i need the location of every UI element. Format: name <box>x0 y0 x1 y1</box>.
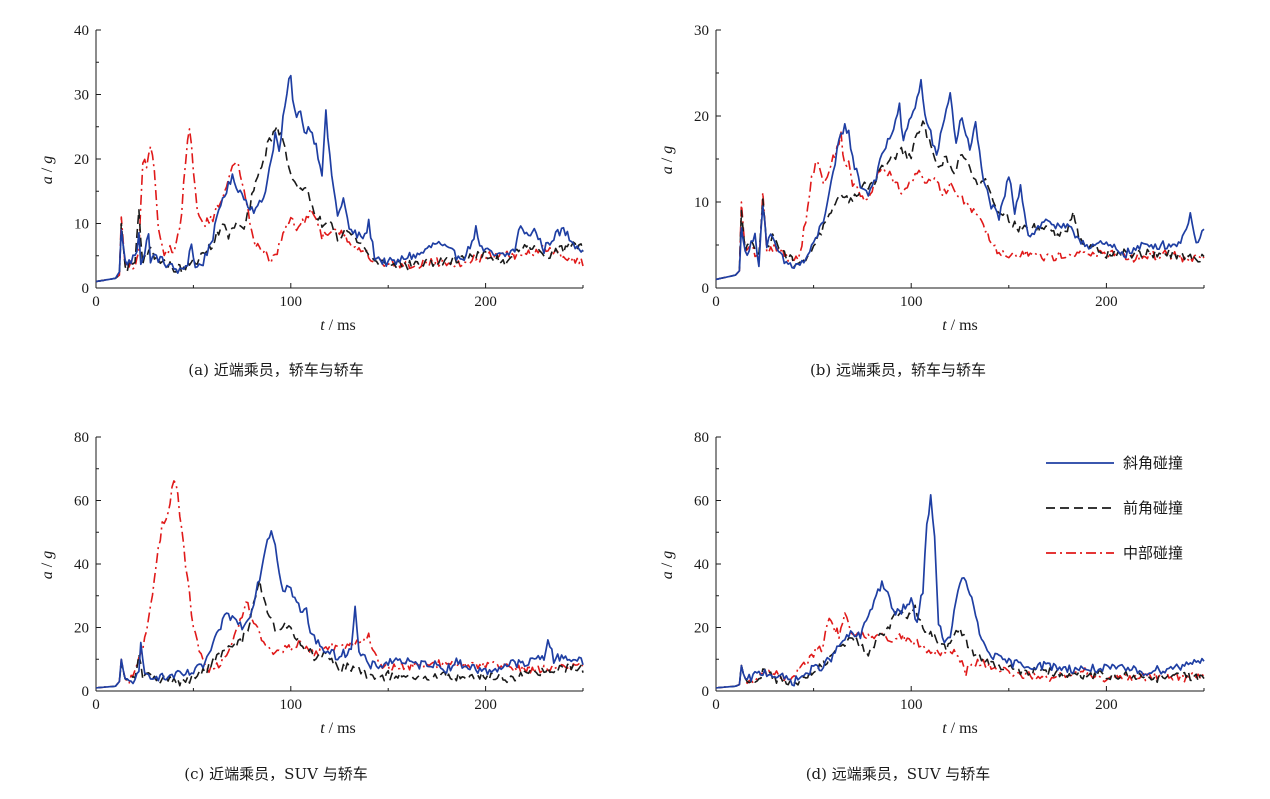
y-axis-label-var2: g <box>39 156 56 164</box>
x-tick-label: 0 <box>712 697 720 713</box>
y-axis-label: a / g <box>39 156 56 184</box>
y-tick-label: 20 <box>74 152 89 168</box>
x-tick-label: 200 <box>1095 697 1118 713</box>
x-axis-label: t / ms <box>942 720 978 737</box>
series-line <box>715 78 1205 281</box>
x-tick-label: 100 <box>900 294 923 310</box>
y-axis-label-sep: / <box>39 164 56 176</box>
panel-caption: (a) 近端乘员，轿车与轿车 <box>188 361 363 379</box>
y-axis-label-var2: g <box>659 551 676 559</box>
series-line <box>715 604 1205 689</box>
y-tick-label: 40 <box>694 557 709 573</box>
y-axis-label: a / g <box>39 551 56 579</box>
x-axis-label: t / ms <box>320 720 356 737</box>
panel-caption: (c) 近端乘员，SUV 与轿车 <box>184 765 367 783</box>
x-tick-label: 100 <box>900 697 923 713</box>
series-line <box>95 579 584 689</box>
x-tick-label: 0 <box>92 697 100 713</box>
series-line <box>95 480 584 689</box>
x-axis-label-var: t <box>942 317 947 334</box>
y-tick-label: 0 <box>82 684 90 700</box>
y-axis-label-var2: g <box>659 146 676 154</box>
y-tick-label: 20 <box>694 621 709 637</box>
x-tick-label: 200 <box>474 294 497 310</box>
y-tick-label: 60 <box>694 494 709 510</box>
x-tick-label: 200 <box>474 697 497 713</box>
x-tick-label: 0 <box>712 294 720 310</box>
y-axis-label: a / g <box>659 146 676 174</box>
x-tick-label: 200 <box>1095 294 1118 310</box>
y-axis-label-var: a <box>39 571 56 579</box>
y-axis-label-sep: / <box>659 154 676 166</box>
y-axis-label-sep: / <box>39 559 56 571</box>
x-tick-label: 100 <box>280 697 303 713</box>
y-tick-label: 20 <box>694 109 709 125</box>
y-axis-label-var: a <box>39 176 56 184</box>
panel-d: 0 20 40 60 80 0 100 200 t / ms a / g (d) 远端乘员，SUV … <box>659 430 1205 783</box>
x-axis-label-unit: / ms <box>947 720 978 737</box>
y-tick-label: 60 <box>74 494 89 510</box>
panel-caption: (d) 远端乘员，SUV 与轿车 <box>806 765 991 783</box>
series-line <box>95 530 584 689</box>
x-axis-label: t / ms <box>942 317 978 334</box>
x-axis-label-unit: / ms <box>947 317 978 334</box>
series-line <box>715 493 1205 689</box>
legend-label: 斜角碰撞 <box>1123 454 1183 472</box>
series-line <box>95 74 584 283</box>
y-tick-label: 10 <box>74 217 89 233</box>
series-line <box>715 612 1205 689</box>
series-line <box>95 125 584 283</box>
panel-a: 0 10 20 30 40 0 100 200 t / ms a / g (a) 近端乘员，轿车与轿… <box>39 23 584 379</box>
x-axis-label: t / ms <box>320 317 356 334</box>
panel-caption: (b) 远端乘员，轿车与轿车 <box>810 361 986 379</box>
y-axis-label-var: a <box>659 571 676 579</box>
series-line <box>715 120 1205 281</box>
x-axis-label-var: t <box>320 720 325 737</box>
y-tick-label: 30 <box>74 88 89 104</box>
x-axis-label-var: t <box>942 720 947 737</box>
y-tick-label: 40 <box>74 23 89 39</box>
y-tick-label: 10 <box>694 195 709 211</box>
series-line <box>715 130 1205 281</box>
y-tick-label: 80 <box>694 430 709 446</box>
y-axis-label: a / g <box>659 551 676 579</box>
series-line <box>95 128 584 283</box>
y-tick-label: 80 <box>74 430 89 446</box>
y-axis-label-sep: / <box>659 559 676 571</box>
y-axis-label-var2: g <box>39 551 56 559</box>
x-tick-label: 100 <box>280 294 303 310</box>
x-tick-label: 0 <box>92 294 100 310</box>
y-tick-label: 30 <box>694 23 709 39</box>
panel-b: 0 10 20 30 0 100 200 t / ms a / g (b) 远端乘员，轿车与轿车 <box>659 23 1205 379</box>
panel-c: 0 20 40 60 80 0 100 200 t / ms a / g (c) 近端乘员，SUV … <box>39 430 584 783</box>
legend-label: 中部碰撞 <box>1123 544 1183 562</box>
x-axis-label-var: t <box>320 317 325 334</box>
legend-label: 前角碰撞 <box>1123 499 1183 517</box>
y-tick-label: 0 <box>82 281 90 297</box>
x-axis-label-unit: / ms <box>325 720 356 737</box>
y-tick-label: 0 <box>702 281 710 297</box>
y-tick-label: 0 <box>702 684 710 700</box>
y-axis-label-var: a <box>659 166 676 174</box>
y-tick-label: 40 <box>74 557 89 573</box>
x-axis-label-unit: / ms <box>325 317 356 334</box>
y-tick-label: 20 <box>74 621 89 637</box>
